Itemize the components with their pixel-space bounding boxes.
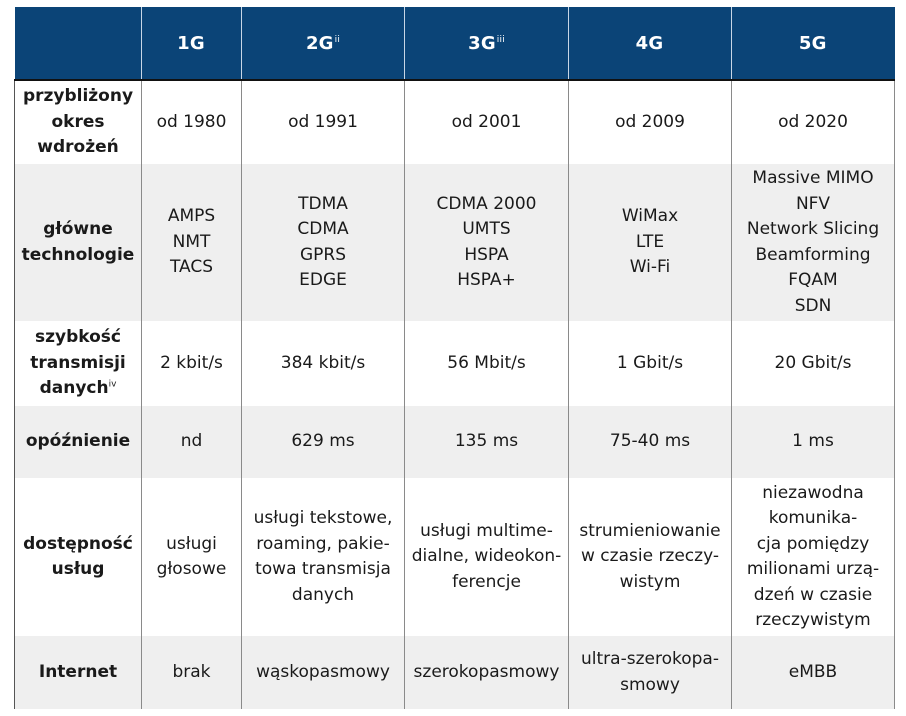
table-cell-1g: brak [141, 636, 242, 709]
table-cell-3g: od 2001 [404, 80, 569, 164]
table-row-transfer-speed: szybkość transmisji danychiv 2 kbit/s 38… [14, 321, 895, 406]
table-cell-1g: usługi głosowe [141, 478, 242, 636]
table-cell-5g: od 2020 [731, 80, 895, 164]
table-cell-5g: eMBB [731, 636, 895, 709]
table-cell-1g: nd [141, 406, 242, 478]
generations-comparison-table-container: 1G 2Gii 3Giii 4G 5G przybliżony okres wd… [14, 7, 895, 709]
row-label: główne technologie [14, 164, 142, 321]
table-cell-2g: usługi tekstowe, roaming, pakie- towa tr… [241, 478, 405, 636]
table-cell-2g: 384 kbit/s [241, 321, 405, 406]
table-row-service-availability: dostępność usług usługi głosowe usługi t… [14, 478, 895, 636]
footnote-marker: ii [334, 34, 341, 45]
table-row-internet: Internet brak wąskopasmowy szerokopasmow… [14, 636, 895, 709]
table-header: 1G 2Gii 3Giii 4G 5G [14, 7, 895, 80]
row-label-text: Internet [38, 661, 118, 682]
mobile-generations-table: 1G 2Gii 3Giii 4G 5G przybliżony okres wd… [14, 7, 895, 709]
table-cell-4g: od 2009 [568, 80, 732, 164]
row-label-text: opóźnienie [25, 431, 131, 452]
row-label-text: dostępność usług [23, 533, 133, 580]
table-cell-4g: ultra-szerokopa- smowy [568, 636, 732, 709]
table-cell-2g: od 1991 [241, 80, 405, 164]
table-cell-4g: 1 Gbit/s [568, 321, 732, 406]
header-cell-5g: 5G [731, 7, 895, 80]
footnote-marker: iv [108, 379, 117, 390]
table-cell-3g: szerokopasmowy [404, 636, 569, 709]
row-label: przybliżony okres wdrożeń [14, 80, 142, 164]
table-cell-3g: usługi multime- dialne, wideokon- ferenc… [404, 478, 569, 636]
header-label: 4G [635, 32, 664, 54]
table-cell-4g: strumieniowanie w czasie rzeczy- wistym [568, 478, 732, 636]
table-body: przybliżony okres wdrożeń od 1980 od 199… [14, 80, 895, 709]
table-cell-2g: 629 ms [241, 406, 405, 478]
header-cell-4g: 4G [568, 7, 732, 80]
table-cell-5g: 1 ms [731, 406, 895, 478]
table-cell-3g: 135 ms [404, 406, 569, 478]
header-label: 2G [305, 32, 334, 54]
row-label: Internet [14, 636, 142, 709]
header-cell-2g: 2Gii [241, 7, 405, 80]
table-cell-1g: AMPS NMT TACS [141, 164, 242, 321]
row-label: dostępność usług [14, 478, 142, 636]
table-cell-2g: TDMA CDMA GPRS EDGE [241, 164, 405, 321]
header-cell-1g: 1G [141, 7, 242, 80]
header-cell-3g: 3Giii [404, 7, 569, 80]
table-cell-3g: 56 Mbit/s [404, 321, 569, 406]
row-label-text: szybkość transmisji danych [30, 327, 126, 399]
table-cell-1g: 2 kbit/s [141, 321, 242, 406]
table-cell-2g: wąskopasmowy [241, 636, 405, 709]
footnote-marker: iii [496, 34, 505, 45]
table-row-deployment-period: przybliżony okres wdrożeń od 1980 od 199… [14, 80, 895, 164]
table-row-main-technologies: główne technologie AMPS NMT TACS TDMA CD… [14, 164, 895, 321]
table-cell-1g: od 1980 [141, 80, 242, 164]
table-cell-5g: 20 Gbit/s [731, 321, 895, 406]
row-label: opóźnienie [14, 406, 142, 478]
table-cell-3g: CDMA 2000 UMTS HSPA HSPA+ [404, 164, 569, 321]
table-cell-5g: niezawodna komunika- cja pomiędzy milion… [731, 478, 895, 636]
header-label: 1G [177, 32, 205, 54]
row-label: szybkość transmisji danychiv [14, 321, 142, 406]
header-cell-empty [14, 7, 142, 80]
header-label: 3G [468, 32, 496, 54]
header-row: 1G 2Gii 3Giii 4G 5G [14, 7, 895, 80]
table-cell-4g: WiMax LTE Wi-Fi [568, 164, 732, 321]
table-cell-4g: 75-40 ms [568, 406, 732, 478]
table-row-latency: opóźnienie nd 629 ms 135 ms 75-40 ms 1 m… [14, 406, 895, 478]
table-cell-5g: Massive MIMO NFV Network Slicing Beamfor… [731, 164, 895, 321]
header-label: 5G [798, 32, 827, 54]
row-label-text: główne technologie [21, 219, 135, 265]
row-label-text: przybliżony okres wdrożeń [22, 86, 134, 158]
